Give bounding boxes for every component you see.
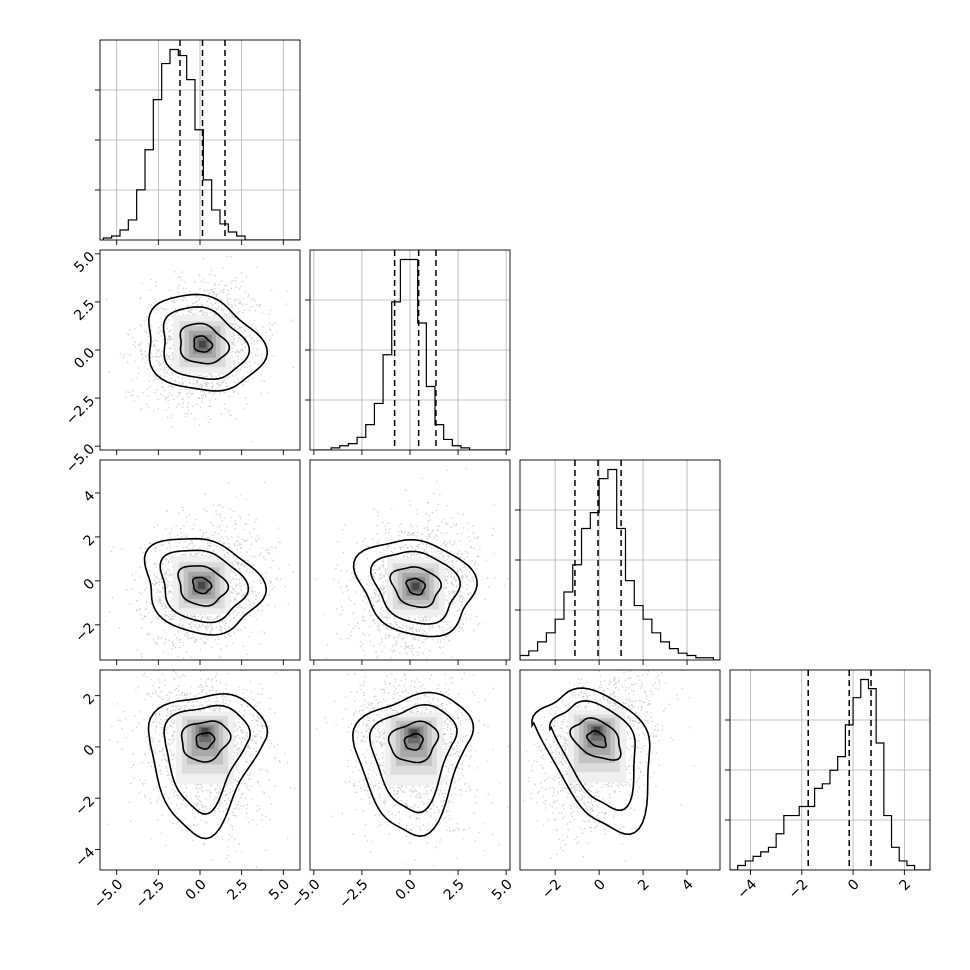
contour-line	[192, 576, 213, 595]
contour-line	[585, 729, 607, 749]
panel-frame	[99, 39, 301, 241]
x-tick-label: 2	[635, 876, 653, 894]
histogram-step	[520, 468, 720, 660]
panel-0-0	[95, 39, 301, 245]
joint-density	[520, 670, 695, 862]
panel-2-2	[515, 459, 721, 665]
contour-line	[162, 306, 251, 380]
contour-line	[163, 704, 252, 815]
contour-line	[351, 691, 475, 838]
y-tick-label: −5.0	[63, 441, 98, 476]
panel-frame	[729, 669, 931, 871]
contour-line	[403, 732, 424, 751]
x-tick-label: 0	[845, 876, 863, 894]
x-tick-label: 0.0	[393, 876, 420, 903]
x-tick-label: −2.5	[133, 876, 168, 911]
y-tick-label: 2	[81, 532, 99, 550]
panel-frame	[309, 669, 511, 871]
contour-line	[159, 549, 250, 624]
contour-line	[195, 732, 216, 750]
x-tick-label: 2.5	[441, 876, 468, 903]
contour-line	[389, 566, 443, 609]
y-tick-label: 5.0	[71, 249, 98, 276]
contour-line	[143, 537, 268, 636]
density-square	[199, 340, 206, 348]
contour-line	[369, 550, 462, 625]
panel-frame	[519, 669, 721, 871]
contour-line	[147, 693, 269, 840]
panel-frame	[99, 669, 301, 871]
x-tick-label: 0.0	[183, 876, 210, 903]
y-tick-label: 4	[81, 488, 99, 506]
histogram-step	[730, 678, 930, 870]
y-tick-label: −4	[72, 844, 98, 870]
x-tick-label: −2.5	[336, 876, 371, 911]
density-square	[412, 582, 420, 590]
x-tick-label: 0	[591, 876, 609, 894]
joint-density	[105, 481, 294, 659]
scatter-points	[316, 672, 510, 870]
density-square	[201, 728, 209, 737]
x-tick-label: −4	[734, 876, 760, 902]
y-tick-label: 2	[81, 691, 99, 709]
contour-line	[177, 565, 230, 607]
contour-line	[193, 335, 214, 353]
joint-density	[315, 468, 509, 660]
panel-1-0	[95, 249, 301, 455]
contour-line	[387, 720, 440, 764]
x-tick-label: −2	[786, 876, 812, 902]
panel-3-1	[309, 669, 511, 875]
joint-density	[316, 672, 510, 870]
y-tick-label: −2	[72, 793, 98, 819]
y-tick-label: 0.0	[71, 345, 98, 372]
x-tick-label: 2	[896, 876, 914, 894]
histogram-step	[313, 258, 510, 450]
panel-frame	[519, 459, 721, 661]
panel-frame	[309, 459, 511, 661]
contour-line	[180, 720, 232, 763]
y-tick-label: −2	[72, 620, 98, 646]
contour-line	[179, 322, 231, 365]
y-tick-label: 0	[81, 576, 99, 594]
x-tick-label: −5.0	[91, 876, 126, 911]
y-tick-label: 0	[81, 742, 99, 760]
contour-line	[405, 577, 427, 596]
contour-line	[569, 717, 622, 761]
panel-3-2	[519, 669, 721, 875]
x-tick-label: −2	[539, 876, 565, 902]
density-square	[198, 581, 206, 589]
joint-density	[108, 670, 296, 868]
contour-line	[548, 700, 637, 812]
panel-2-0	[95, 459, 301, 665]
contour-line	[368, 703, 458, 814]
x-tick-label: 5.0	[489, 876, 516, 903]
contour-line	[531, 687, 651, 836]
x-tick-label: 2.5	[224, 876, 251, 903]
y-tick-label: 2.5	[71, 297, 98, 324]
panel-frame	[99, 459, 301, 661]
contour-line	[148, 293, 269, 392]
y-tick-label: −2.5	[63, 393, 98, 428]
panel-3-3	[725, 669, 931, 875]
panel-1-1	[305, 249, 511, 455]
panel-2-1	[309, 459, 511, 665]
x-tick-label: 4	[679, 876, 697, 894]
panel-frame	[99, 249, 301, 451]
joint-density	[106, 255, 300, 443]
panel-3-0	[95, 669, 301, 875]
x-tick-label: −5.0	[288, 876, 323, 911]
contour-line	[352, 538, 478, 638]
panel-frame	[309, 249, 511, 451]
histogram-step	[102, 48, 300, 240]
